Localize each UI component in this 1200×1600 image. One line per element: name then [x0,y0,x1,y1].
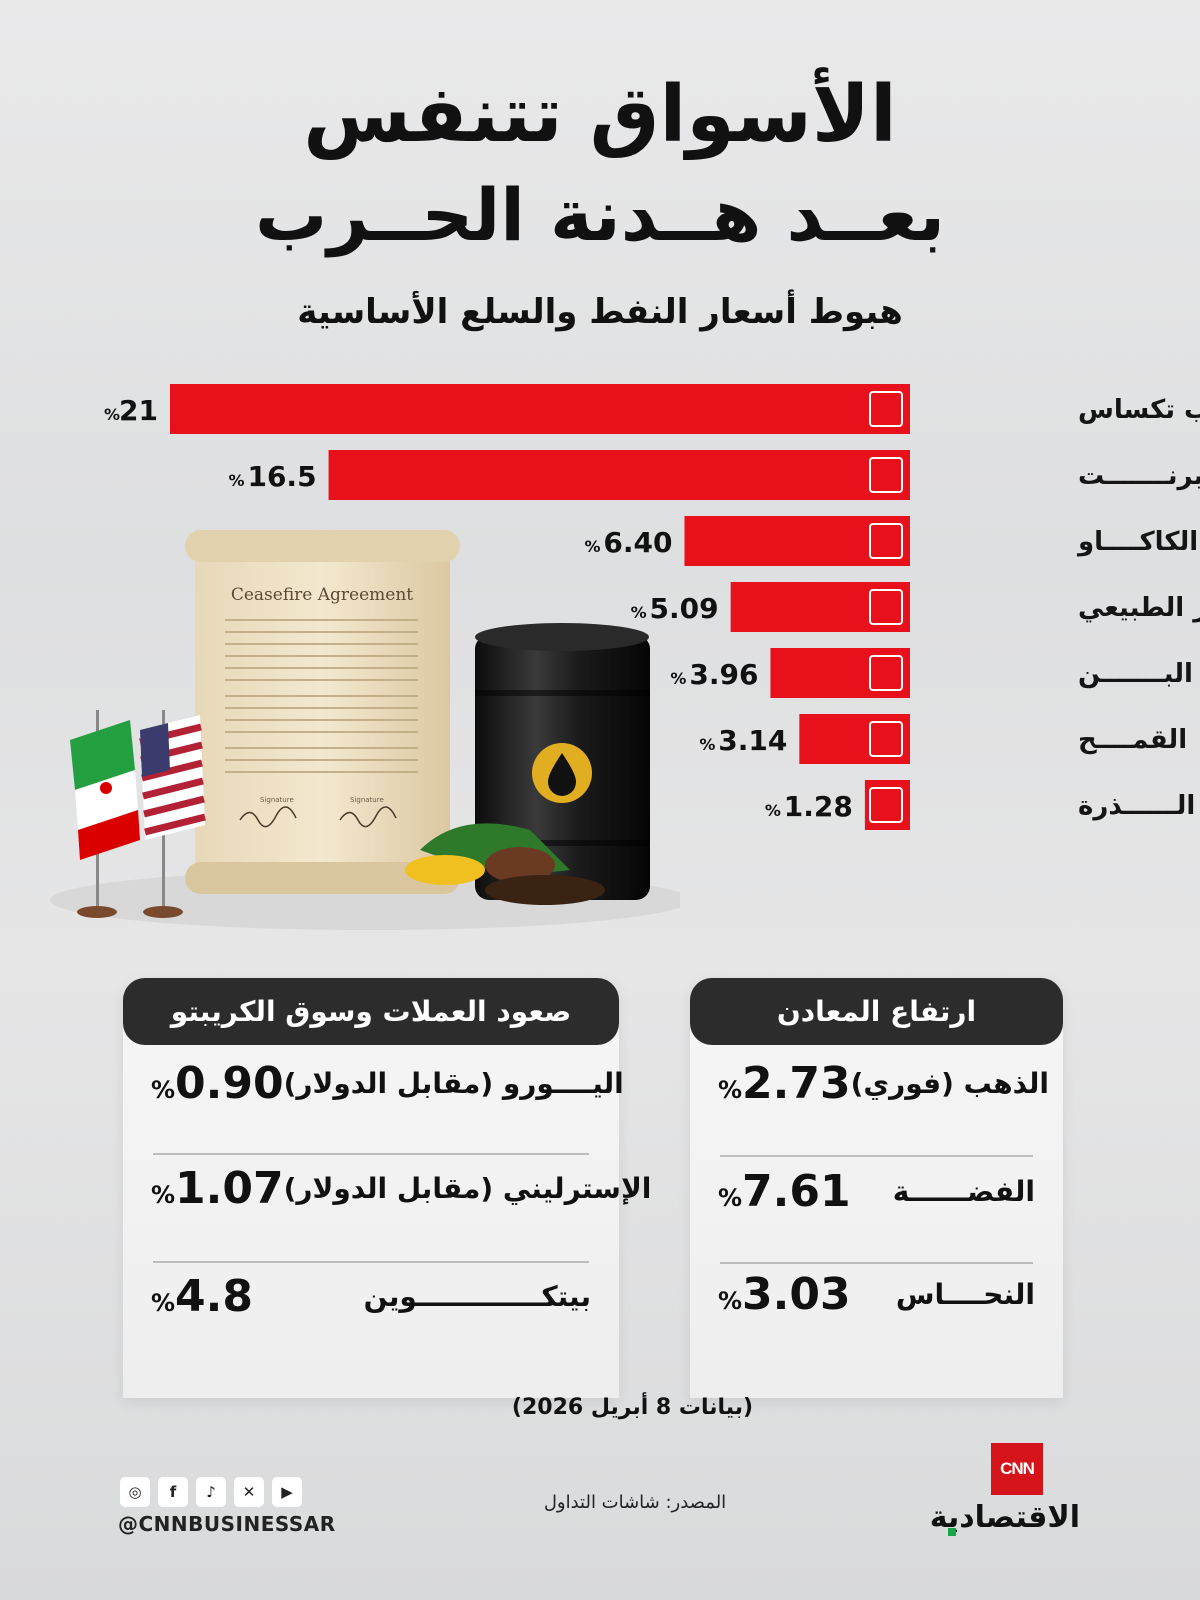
metal-label: الفضــــــة [892,1174,1035,1208]
iran-flag-icon [70,710,140,918]
metal-value: %3.03 [718,1268,851,1320]
bar-chart: غرب تكساس 21% برنـــــــت 16.5% الكاكــــاو 6… [104,384,1200,830]
bar-unit-label: % [104,405,120,424]
bar-value-label: 3.96 [689,658,758,691]
metal-row-gold: %2.73 الذهب (فوري) [718,1033,1049,1133]
bar-category-label: القمــــح [1078,725,1187,755]
scroll-icon: Ceasefire Agreement Signature Signature [185,530,460,894]
fx-label: بيتكـــــــــــــوين [363,1279,591,1313]
cocoa-icon [869,523,903,559]
fx-value: %1.07 [151,1162,284,1214]
youtube-icon[interactable]: ▶ [272,1477,302,1507]
metal-row-silver: %7.61 الفضــــــة [718,1141,1035,1241]
fx-value: %0.90 [151,1057,284,1109]
chart-subtitle: هبوط أسعار النفط والسلع الأساسية [297,292,903,332]
bar-0 [170,384,910,434]
oil-pump-icon [869,457,903,493]
brand-wordmark: الاقتصادية [929,1500,1080,1535]
fx-label: اليــــورو (مقابل الدولار) [283,1066,624,1100]
x-icon[interactable]: ✕ [234,1477,264,1507]
coffee-bean-icon [869,655,903,691]
fx-row-bitcoin: %4.8 بيتكـــــــــــــوين [151,1246,591,1346]
bar-unit-label: % [584,537,600,556]
divider [153,1261,589,1263]
bar-value-label: 3.14 [718,724,787,757]
bar-value-label: 16.5 [247,460,316,493]
date-note: (بيانات 8 أبريل 2026) [511,1395,754,1420]
fx-label: الإسترليني (مقابل الدولار) [283,1171,652,1205]
scroll-title: Ceasefire Agreement [231,585,413,605]
brand-dot-icon [948,1528,956,1536]
oil-can-icon [869,391,903,427]
page-title-line2: بعــد هــدنة الحــرب [254,173,945,257]
bar-value-label: 6.40 [603,526,672,559]
metal-value: %2.73 [718,1057,851,1109]
cnn-logo: CNN [991,1443,1043,1495]
currencies-panel: صعود العملات وسوق الكريبتو %0.90 اليــــ… [123,978,651,1398]
bar-unit-label: % [229,471,245,490]
wheat-icon [869,721,903,757]
bar-category-label: برنـــــــت [1078,461,1200,491]
fx-value: %4.8 [151,1270,253,1322]
bar-1 [328,450,911,500]
social-handle[interactable]: @CNNBUSINESSAR [118,1512,336,1536]
bar-unit-label: % [631,603,647,622]
bar-unit-label: % [765,801,781,820]
illustration: Ceasefire Agreement Signature Signature [50,530,680,930]
bar-unit-label: % [670,669,686,688]
social-links: ◎ f ♪ ✕ ▶ [120,1477,302,1507]
divider [720,1155,1033,1157]
facebook-icon[interactable]: f [158,1477,188,1507]
source-note: المصدر: شاشات التداول [543,1492,727,1513]
metal-label: الذهب (فوري) [850,1066,1049,1100]
bar-category-label: الــــــذرة [1078,791,1195,821]
bar-unit-label: % [699,735,715,754]
page-title: الأسواق تتنفس [303,70,897,160]
divider [153,1153,589,1155]
bar-category-label: غرب تكساس [1078,395,1200,425]
bar-value-label: 21 [119,394,158,427]
fx-row-sterling: %1.07 الإسترليني (مقابل الدولار) [151,1138,651,1238]
produce-icon [405,823,605,905]
metals-header: ارتفاع المعادن [690,978,1063,1045]
metals-panel: ارتفاع المعادن %2.73 الذهب (فوري) %7.61 … [690,978,1063,1398]
currencies-header: صعود العملات وسوق الكريبتو [123,978,619,1045]
metal-row-copper: %3.03 النحــــاس [718,1244,1035,1344]
signature-label-right: Signature [350,796,384,804]
divider [720,1262,1033,1264]
bar-value-label: 1.28 [784,790,853,823]
metal-label: النحــــاس [895,1277,1035,1311]
tiktok-icon[interactable]: ♪ [196,1477,226,1507]
bar-value-label: 5.09 [650,592,719,625]
corn-icon [869,787,903,823]
fx-row-euro: %0.90 اليــــورو (مقابل الدولار) [151,1033,624,1133]
bar-category-label: الغاز الطبيعي [1078,593,1200,623]
instagram-icon[interactable]: ◎ [120,1477,150,1507]
usa-flag-icon [139,710,206,918]
gas-factory-icon [869,589,903,625]
bar-category-label: البـــــــن [1078,659,1193,689]
bar-category-label: الكاكــــاو [1076,527,1198,557]
metal-value: %7.61 [718,1165,851,1217]
signature-label-left: Signature [260,796,294,804]
